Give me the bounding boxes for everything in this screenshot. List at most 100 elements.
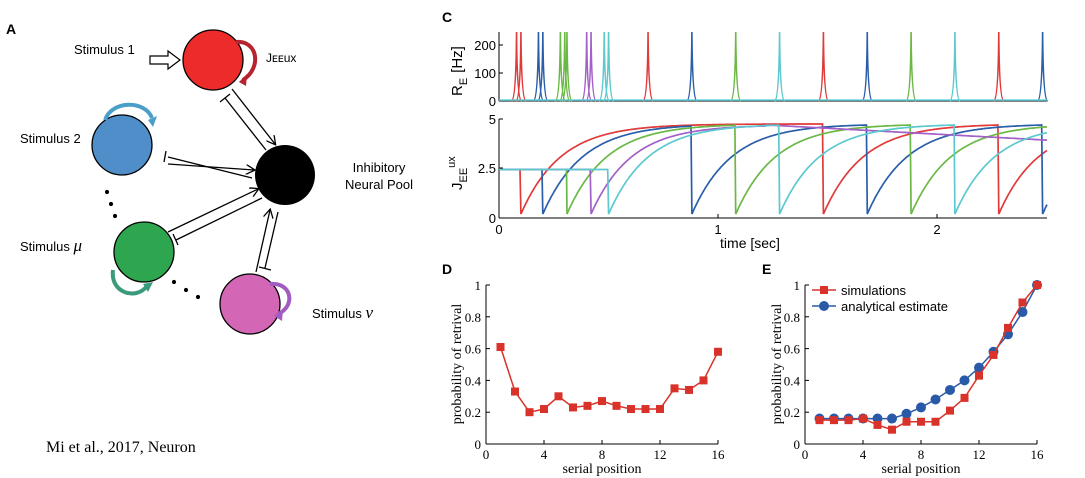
d-xlabel: serial position bbox=[563, 462, 642, 477]
ytick-label: 0.2 bbox=[465, 405, 481, 420]
stimulus-2-label: Stimulus 2 bbox=[20, 131, 81, 146]
data-point bbox=[554, 392, 563, 401]
xtick-label: 12 bbox=[973, 447, 986, 462]
c-top-ylabel-main: R bbox=[449, 85, 466, 96]
edge-s2-to-inh bbox=[167, 163, 254, 170]
data-point bbox=[946, 406, 954, 415]
data-point bbox=[569, 403, 577, 412]
self-loop-arrowhead-blue bbox=[148, 116, 157, 127]
c-bottom-series bbox=[499, 123, 1048, 215]
c-xtick-label: 1 bbox=[714, 222, 721, 237]
xtick-label: 0 bbox=[483, 447, 490, 462]
c-top-spike bbox=[515, 31, 527, 102]
c-top-spike bbox=[642, 31, 654, 102]
panel-a-letter: A bbox=[6, 21, 16, 37]
c-top-spike bbox=[532, 31, 545, 102]
inhibitory-pool-node bbox=[255, 145, 315, 205]
stimulus-mu-label: Stimulus μ bbox=[20, 236, 82, 255]
ellipsis-dots bbox=[104, 189, 201, 300]
panel-e-letter: E bbox=[762, 261, 771, 277]
edge-inh-to-smu bbox=[175, 197, 263, 241]
c-top-spike bbox=[993, 31, 1005, 102]
data-point bbox=[540, 405, 548, 414]
c-top-spike bbox=[686, 31, 698, 102]
edge-inh-to-snu bbox=[264, 211, 279, 269]
ytick-label: 0.6 bbox=[784, 342, 801, 357]
data-point bbox=[641, 405, 650, 414]
ytick-label: 0 bbox=[794, 437, 801, 452]
ytick-label: 0.4 bbox=[465, 373, 482, 388]
c-bottom-ylabel-sub: EE bbox=[458, 168, 470, 183]
stimulus-mu-node bbox=[113, 221, 175, 283]
dot bbox=[195, 294, 201, 300]
data-point bbox=[598, 397, 606, 406]
data-point bbox=[511, 387, 519, 396]
c-bottom-ylabel: JEEux bbox=[446, 156, 470, 190]
legend-analytical-label: analytical estimate bbox=[841, 299, 948, 314]
ytick-label: 1 bbox=[794, 278, 801, 293]
dot bbox=[171, 279, 177, 285]
series-line bbox=[499, 346, 719, 414]
c-top-spike bbox=[585, 31, 597, 102]
ytick-label: 1 bbox=[475, 278, 482, 293]
data-point bbox=[901, 408, 912, 419]
e-xlabel: serial position bbox=[882, 462, 961, 477]
xtick-label: 8 bbox=[918, 447, 925, 462]
self-loop-arrow-blue bbox=[103, 102, 154, 121]
legend-analytical-marker bbox=[819, 301, 829, 311]
data-point bbox=[945, 384, 955, 395]
ytick-label: 0.6 bbox=[465, 342, 482, 357]
e-ticks: 1 0.8 0.6 0.4 0.2 00 4 8 12 16 bbox=[784, 278, 1044, 462]
c-bottom-ylabel-main: J bbox=[449, 183, 466, 191]
c-bottom-ylabel-sup: ux bbox=[446, 156, 458, 168]
edge-inh-to-s2-bar bbox=[163, 150, 167, 163]
c-top-ylabel: RE [Hz] bbox=[449, 46, 470, 96]
c-top-spike bbox=[537, 31, 549, 102]
edge-inh-to-s1 bbox=[224, 97, 267, 151]
data-point bbox=[627, 405, 635, 414]
c-bottom-trace bbox=[499, 123, 1048, 215]
data-point bbox=[931, 417, 940, 426]
self-loop-arrow-red bbox=[235, 39, 258, 82]
edge-inh-to-s2 bbox=[167, 156, 253, 179]
c-bottom-trace bbox=[499, 124, 1048, 215]
data-point bbox=[873, 420, 882, 429]
data-point bbox=[959, 375, 970, 386]
self-loop-arrow-green bbox=[110, 269, 149, 296]
data-point bbox=[916, 402, 926, 413]
xtick-label: 16 bbox=[1031, 447, 1045, 462]
stimulus-2-node bbox=[91, 114, 153, 176]
self-loop-label: Jᴇᴇux bbox=[266, 51, 296, 65]
c-top-spike bbox=[510, 31, 523, 102]
data-point bbox=[887, 413, 897, 424]
dot bbox=[104, 189, 110, 195]
e-ylabel: probability of retrival bbox=[770, 304, 785, 425]
c-xlabel: time [sec] bbox=[720, 235, 780, 251]
edge-inh-to-s1-bar bbox=[219, 93, 231, 103]
data-point bbox=[960, 393, 969, 402]
xtick-label: 16 bbox=[712, 447, 726, 462]
stimulus-mu-symbol: μ bbox=[72, 236, 82, 255]
c-bottom-ytick-label: 0 bbox=[489, 211, 496, 226]
data-point bbox=[1004, 323, 1012, 332]
panel-c-letter: C bbox=[442, 9, 452, 25]
self-loop-arrowhead-green bbox=[143, 282, 153, 292]
panel-d-letter: D bbox=[442, 261, 452, 277]
c-bottom-ytick-label: 5 bbox=[489, 112, 496, 127]
data-point bbox=[699, 376, 708, 385]
stimulus-nu-node bbox=[219, 273, 281, 335]
data-point bbox=[656, 405, 664, 414]
edge-inh-to-snu-bar bbox=[258, 266, 272, 271]
edge-smu-to-inh bbox=[167, 189, 258, 233]
stimulus-mu-prefix: Stimulus bbox=[20, 239, 73, 254]
data-point bbox=[917, 417, 925, 426]
d-axes bbox=[485, 285, 718, 445]
c-xtick-label: 0 bbox=[495, 222, 502, 237]
c-top-series bbox=[499, 31, 1049, 102]
edge-snu-to-inh bbox=[255, 210, 270, 273]
dot bbox=[108, 201, 114, 207]
citation: Mi et al., 2017, Neuron bbox=[46, 439, 196, 456]
c-top-spike bbox=[861, 31, 873, 102]
legend-simulations-label: simulations bbox=[841, 283, 907, 298]
stimulus-nu-label: Stimulus ν bbox=[312, 303, 373, 322]
